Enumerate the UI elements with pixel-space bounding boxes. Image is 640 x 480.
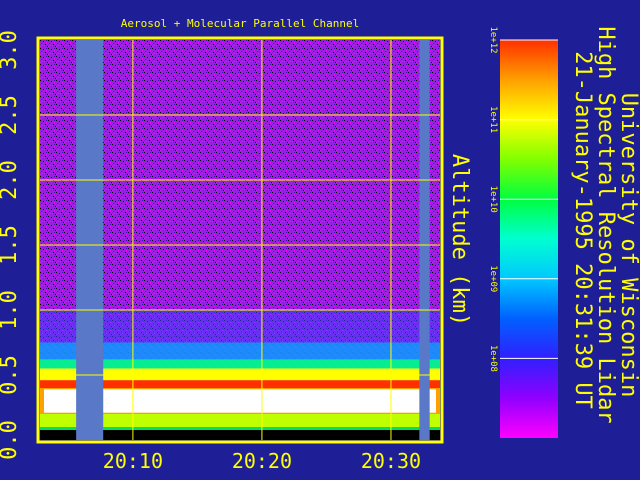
chart-title: Aerosol + Molecular Parallel Channel [121, 17, 359, 30]
colorbar-label: 1e+12 [488, 26, 498, 53]
plot-frame [36, 36, 444, 444]
colorbar-label: 1e+09 [488, 265, 498, 292]
y-tick-label: 2.0 [0, 160, 22, 200]
side-title-line2: High Spectral Resolution Lidar [593, 26, 618, 423]
colorbar-label: 1e+08 [488, 345, 498, 372]
near-surface-yellowgreen [40, 414, 440, 430]
y-axis-label: Altitude (km) [447, 154, 472, 326]
data-gap-2 [419, 40, 430, 440]
y-tick-labels: 0.0 0.5 1.0 1.5 2.0 2.5 3.0 [0, 30, 22, 460]
colorbar [500, 40, 558, 438]
colorbar-labels: 1e+12 1e+11 1e+10 1e+09 1e+08 [488, 26, 558, 372]
cloud-core [44, 389, 436, 413]
y-tick-label: 0.0 [0, 420, 22, 460]
plot-area [40, 40, 440, 440]
y-tick-label: 3.0 [0, 30, 22, 70]
gridlines [40, 40, 440, 440]
colorbar-label: 1e+11 [488, 106, 498, 133]
y-tick-label: 0.5 [0, 355, 22, 395]
side-title-line1: University of Wisconsin [616, 93, 640, 398]
surface-strip [40, 430, 440, 440]
y-tick-label: 1.5 [0, 225, 22, 265]
x-tick-label: 20:10 [103, 449, 163, 473]
data-gap-1 [76, 40, 104, 440]
y-tick-label: 1.0 [0, 290, 22, 330]
x-tick-label: 20:30 [361, 449, 421, 473]
y-tick-label: 2.5 [0, 95, 22, 135]
colorbar-label: 1e+10 [488, 186, 498, 213]
x-tick-label: 20:20 [232, 449, 292, 473]
side-title-line3: 21-January-1995 20:31:39 UT [570, 51, 595, 409]
x-tick-labels: 20:10 20:20 20:30 [103, 449, 421, 473]
